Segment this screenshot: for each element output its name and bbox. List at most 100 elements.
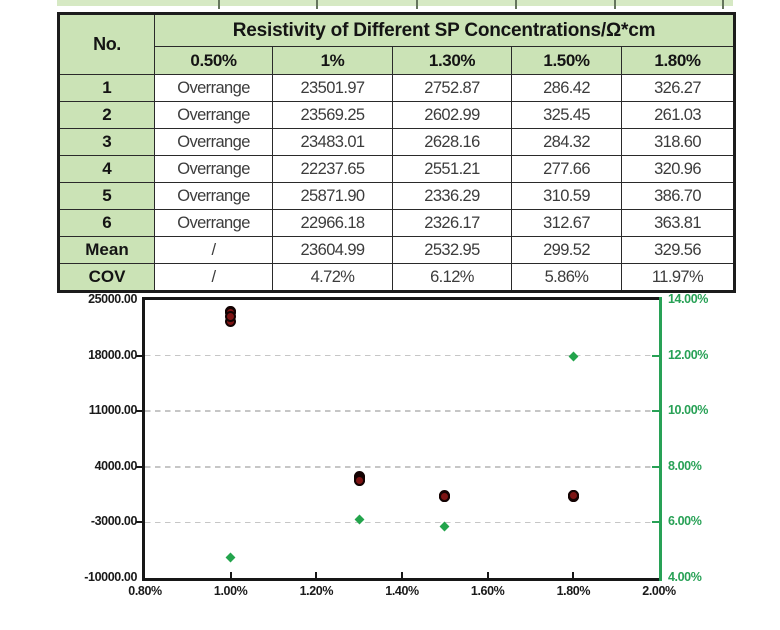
- table-cell: 23604.99: [272, 236, 393, 264]
- table-cell: 277.66: [511, 155, 622, 183]
- strip-divider: [218, 0, 220, 9]
- scatter-chart: Resistivity(Ω*cm) COV Concentrations of …: [0, 286, 780, 630]
- table-cell: 2532.95: [392, 236, 512, 264]
- left-axis-tick: [136, 410, 142, 413]
- table-cell: Overrange: [154, 182, 273, 210]
- table-cell: Overrange: [154, 209, 273, 237]
- right-axis-tick-label: 10.00%: [668, 403, 708, 418]
- cropped-row-strip: [57, 0, 733, 9]
- left-axis-tick-label: 25000.00: [88, 292, 137, 306]
- gridline: [145, 521, 659, 524]
- table-cell: 312.67: [511, 209, 622, 237]
- x-axis-tick: [486, 572, 489, 578]
- table-cell: 25871.90: [272, 182, 393, 210]
- table-title: Resistivity of Different SP Concentratio…: [154, 13, 735, 47]
- table-cell: 261.03: [621, 101, 735, 129]
- table-row: 2 Overrange 23569.25 2602.99 325.45 261.03: [58, 101, 735, 129]
- x-axis-tick: [401, 572, 403, 578]
- right-axis-line: [659, 297, 662, 581]
- table-cell: 2326.17: [392, 209, 512, 237]
- column-header: 1.80%: [621, 46, 735, 75]
- table-cell: 329.56: [621, 236, 735, 264]
- table-cell: 325.45: [511, 101, 622, 129]
- resistivity-data-point: [439, 490, 451, 502]
- gridline: [145, 466, 659, 468]
- right-axis-tick: [652, 410, 659, 413]
- strip-divider: [515, 0, 517, 9]
- table-row: 1 Overrange 23501.97 2752.87 286.42 326.27: [58, 74, 735, 102]
- left-axis-tick-label: 11000.00: [88, 403, 138, 418]
- right-axis-tick-label: 12.00%: [668, 347, 708, 362]
- table-cell: 2551.21: [392, 155, 512, 183]
- resistivity-data-point: [225, 310, 237, 322]
- cov-data-point: [225, 553, 236, 563]
- strip-divider: [614, 0, 616, 9]
- table-corner-header: No.: [58, 13, 155, 75]
- table-cell: Overrange: [154, 128, 273, 156]
- resistivity-data-point: [567, 490, 579, 502]
- column-header: 1.30%: [392, 46, 512, 75]
- x-axis-tick: [229, 572, 232, 578]
- table-cell: 2628.16: [392, 128, 512, 156]
- table-row: COV/4.72% 6.12% 5.86% 11.97%: [58, 263, 735, 292]
- plot-border-top: [142, 297, 659, 300]
- right-axis-tick: [652, 465, 659, 468]
- x-axis-tick-label: 1.00%: [213, 584, 248, 598]
- column-header: 1.50%: [511, 46, 622, 75]
- table-cell: 22966.18: [272, 209, 393, 237]
- right-axis-tick-label: 8.00%: [668, 458, 702, 473]
- table-cell: 11.97%: [621, 263, 735, 292]
- row-label: COV: [58, 263, 155, 292]
- table-cell: Overrange: [154, 155, 273, 183]
- left-axis-tick: [136, 354, 142, 357]
- resistivity-data-point: [353, 474, 365, 486]
- table-cell: 23483.01: [272, 128, 393, 156]
- x-axis-tick: [315, 572, 318, 578]
- table-cell: 310.59: [511, 182, 622, 210]
- table-cell: 4.72%: [272, 263, 393, 292]
- table-cell: 299.52: [511, 236, 622, 264]
- resistivity-table: No. Resistivity of Different SP Concentr…: [57, 12, 736, 293]
- table-cell: 2336.29: [392, 182, 512, 210]
- x-axis-tick-label: 1.80%: [556, 584, 591, 598]
- left-axis-tick: [136, 465, 142, 468]
- table-cell: 5.86%: [511, 263, 622, 292]
- x-axis-tick-label: 1.40%: [385, 584, 419, 598]
- table-cell: 284.32: [511, 128, 622, 156]
- table-cell: 286.42: [511, 74, 622, 102]
- table-cell: 318.60: [621, 128, 735, 156]
- left-axis-tick-label: -10000.00: [84, 570, 137, 584]
- table-title-row: No. Resistivity of Different SP Concentr…: [58, 13, 735, 75]
- row-label: 5: [58, 182, 155, 210]
- left-axis-title: Resistivity(Ω*cm): [59, 595, 79, 630]
- x-axis-tick-label: 1.60%: [470, 584, 505, 598]
- column-header: 1%: [272, 46, 393, 75]
- table-row: Mean/23604.99 2532.95 299.52 329.56: [58, 236, 735, 264]
- table-row: 3 Overrange 23483.01 2628.16 284.32 318.60: [58, 128, 735, 156]
- right-axis-tick: [652, 521, 659, 524]
- right-axis-tick-label: 14.00%: [668, 292, 708, 306]
- right-axis-tick-label: 4.00%: [668, 570, 702, 584]
- table-cell: 386.70: [621, 182, 735, 210]
- gridline: [145, 354, 659, 357]
- right-axis-tick: [652, 354, 659, 357]
- right-axis-tick-label: 6.00%: [668, 514, 702, 529]
- left-axis-tick-label: 4000.00: [94, 458, 138, 473]
- x-axis-tick-label: 0.80%: [128, 584, 162, 598]
- cov-data-point: [568, 351, 579, 362]
- row-label: Mean: [58, 236, 155, 264]
- x-axis-tick-label: 1.20%: [299, 584, 334, 598]
- table-row: 6 Overrange 22966.18 2326.17 312.67 363.81: [58, 209, 735, 237]
- table-subheader-row: 0.50% 1% 1.30% 1.50% 1.80%: [59, 46, 735, 75]
- left-axis-tick-label: -3000.00: [90, 514, 138, 529]
- x-axis-tick: [572, 572, 575, 578]
- row-label: 1: [58, 74, 155, 102]
- table-cell: Overrange: [154, 74, 273, 102]
- table-cell: Overrange: [154, 101, 273, 129]
- strip-divider: [416, 0, 418, 9]
- x-axis-tick-label: 2.00%: [642, 584, 676, 598]
- table-row: 4 Overrange 22237.65 2551.21 277.66 320.96: [58, 155, 735, 183]
- row-label: 4: [58, 155, 155, 183]
- column-header: 0.50%: [154, 46, 273, 75]
